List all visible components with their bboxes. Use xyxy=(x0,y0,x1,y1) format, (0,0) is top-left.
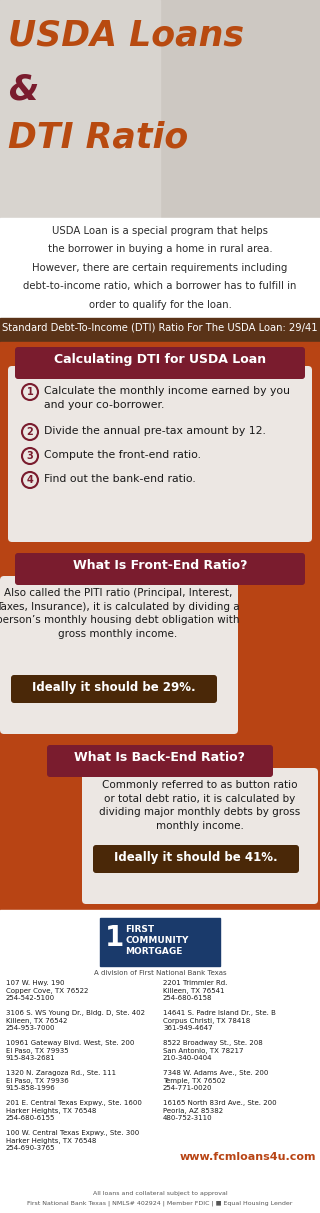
Text: Ideally it should be 41%.: Ideally it should be 41%. xyxy=(114,852,278,864)
Text: 1: 1 xyxy=(105,924,124,952)
Text: DTI Ratio: DTI Ratio xyxy=(8,120,188,154)
Text: 4: 4 xyxy=(27,475,33,485)
Text: 2: 2 xyxy=(27,427,33,437)
Circle shape xyxy=(22,472,38,488)
FancyBboxPatch shape xyxy=(82,768,318,904)
Text: debt-to-income ratio, which a borrower has to fulfill in: debt-to-income ratio, which a borrower h… xyxy=(23,281,297,291)
Text: However, there are certain requirements including: However, there are certain requirements … xyxy=(32,263,288,273)
Bar xyxy=(0,342,320,548)
Text: What Is Back-End Ratio?: What Is Back-End Ratio? xyxy=(75,751,245,764)
Text: First National Bank Texas | NMLS# 402924 | Member FDIC | ■ Equal Housing Lender: First National Bank Texas | NMLS# 402924… xyxy=(27,1200,293,1206)
Text: 14641 S. Padre Island Dr., Ste. B
Corpus Christi, TX 78418
361-949-4647: 14641 S. Padre Island Dr., Ste. B Corpus… xyxy=(163,1010,276,1031)
Text: Standard Debt-To-Income (DTI) Ratio For The USDA Loan: 29/41: Standard Debt-To-Income (DTI) Ratio For … xyxy=(2,321,318,332)
Text: A division of First National Bank Texas: A division of First National Bank Texas xyxy=(94,970,226,976)
Text: Find out the bank-end ratio.: Find out the bank-end ratio. xyxy=(44,474,196,484)
Bar xyxy=(0,740,320,910)
Text: USDA Loan is a special program that helps: USDA Loan is a special program that help… xyxy=(52,226,268,237)
Text: FIRST
COMMUNITY
MORTGAGE: FIRST COMMUNITY MORTGAGE xyxy=(125,926,188,956)
Text: 7348 W. Adams Ave., Ste. 200
Temple, TX 76502
254-771-0020: 7348 W. Adams Ave., Ste. 200 Temple, TX … xyxy=(163,1070,268,1090)
Circle shape xyxy=(22,448,38,465)
Text: 3106 S. WS Young Dr., Bldg. D, Ste. 402
Killeen, TX 76542
254-953-7000: 3106 S. WS Young Dr., Bldg. D, Ste. 402 … xyxy=(6,1010,145,1031)
Text: Compute the front-end ratio.: Compute the front-end ratio. xyxy=(44,450,201,460)
Text: 3: 3 xyxy=(27,451,33,461)
FancyBboxPatch shape xyxy=(0,576,238,734)
Text: Also called the PITI ratio (Principal, Interest,
Taxes, Insurance), it is calcul: Also called the PITI ratio (Principal, I… xyxy=(0,588,240,639)
Text: 1: 1 xyxy=(27,387,33,397)
Bar xyxy=(0,218,320,318)
Text: USDA Loans: USDA Loans xyxy=(8,18,244,52)
Text: order to qualify for the loan.: order to qualify for the loan. xyxy=(89,300,231,311)
Text: 10961 Gateway Blvd. West, Ste. 200
El Paso, TX 79935
915-843-2681: 10961 Gateway Blvd. West, Ste. 200 El Pa… xyxy=(6,1040,134,1061)
FancyBboxPatch shape xyxy=(11,674,217,704)
Text: Calculating DTI for USDA Loan: Calculating DTI for USDA Loan xyxy=(54,353,266,366)
Text: 2201 Trimmier Rd.
Killeen, TX 76541
254-680-6158: 2201 Trimmier Rd. Killeen, TX 76541 254-… xyxy=(163,980,228,1001)
Text: 8522 Broadway St., Ste. 208
San Antonio, TX 78217
210-340-0404: 8522 Broadway St., Ste. 208 San Antonio,… xyxy=(163,1040,263,1061)
Bar xyxy=(0,548,320,740)
Text: &: & xyxy=(8,72,38,106)
Text: the borrower in buying a home in rural area.: the borrower in buying a home in rural a… xyxy=(48,245,272,255)
Text: Calculate the monthly income earned by you
and your co-borrower.: Calculate the monthly income earned by y… xyxy=(44,386,290,410)
Circle shape xyxy=(22,425,38,440)
Text: Ideally it should be 29%.: Ideally it should be 29%. xyxy=(32,680,196,694)
Bar xyxy=(0,910,320,1213)
Bar xyxy=(0,318,320,342)
FancyBboxPatch shape xyxy=(93,845,299,873)
Text: 201 E. Central Texas Expwy., Ste. 1600
Harker Heights, TX 76548
254-680-6155: 201 E. Central Texas Expwy., Ste. 1600 H… xyxy=(6,1100,142,1121)
Text: 16165 North 83rd Ave., Ste. 200
Peoria, AZ 85382
480-752-3110: 16165 North 83rd Ave., Ste. 200 Peoria, … xyxy=(163,1100,276,1121)
Text: 1320 N. Zaragoza Rd., Ste. 111
El Paso, TX 79936
915-858-1996: 1320 N. Zaragoza Rd., Ste. 111 El Paso, … xyxy=(6,1070,116,1090)
Text: What Is Front-End Ratio?: What Is Front-End Ratio? xyxy=(73,559,247,573)
Text: Commonly referred to as button ratio
or total debt ratio, it is calculated by
di: Commonly referred to as button ratio or … xyxy=(100,780,300,831)
FancyBboxPatch shape xyxy=(15,347,305,378)
FancyBboxPatch shape xyxy=(47,745,273,778)
FancyBboxPatch shape xyxy=(15,553,305,585)
Text: 100 W. Central Texas Expwy., Ste. 300
Harker Heights, TX 76548
254-690-3765: 100 W. Central Texas Expwy., Ste. 300 Ha… xyxy=(6,1131,139,1151)
FancyBboxPatch shape xyxy=(8,366,312,542)
Bar xyxy=(100,918,220,966)
Text: Divide the annual pre-tax amount by 12.: Divide the annual pre-tax amount by 12. xyxy=(44,426,266,435)
Bar xyxy=(0,0,160,218)
Circle shape xyxy=(22,385,38,400)
Text: 107 W. Hwy. 190
Copper Cove, TX 76522
254-542-5100: 107 W. Hwy. 190 Copper Cove, TX 76522 25… xyxy=(6,980,88,1001)
Bar xyxy=(0,0,320,218)
Text: www.fcmloans4u.com: www.fcmloans4u.com xyxy=(180,1152,316,1162)
Text: All loans and collateral subject to approval: All loans and collateral subject to appr… xyxy=(93,1191,227,1196)
